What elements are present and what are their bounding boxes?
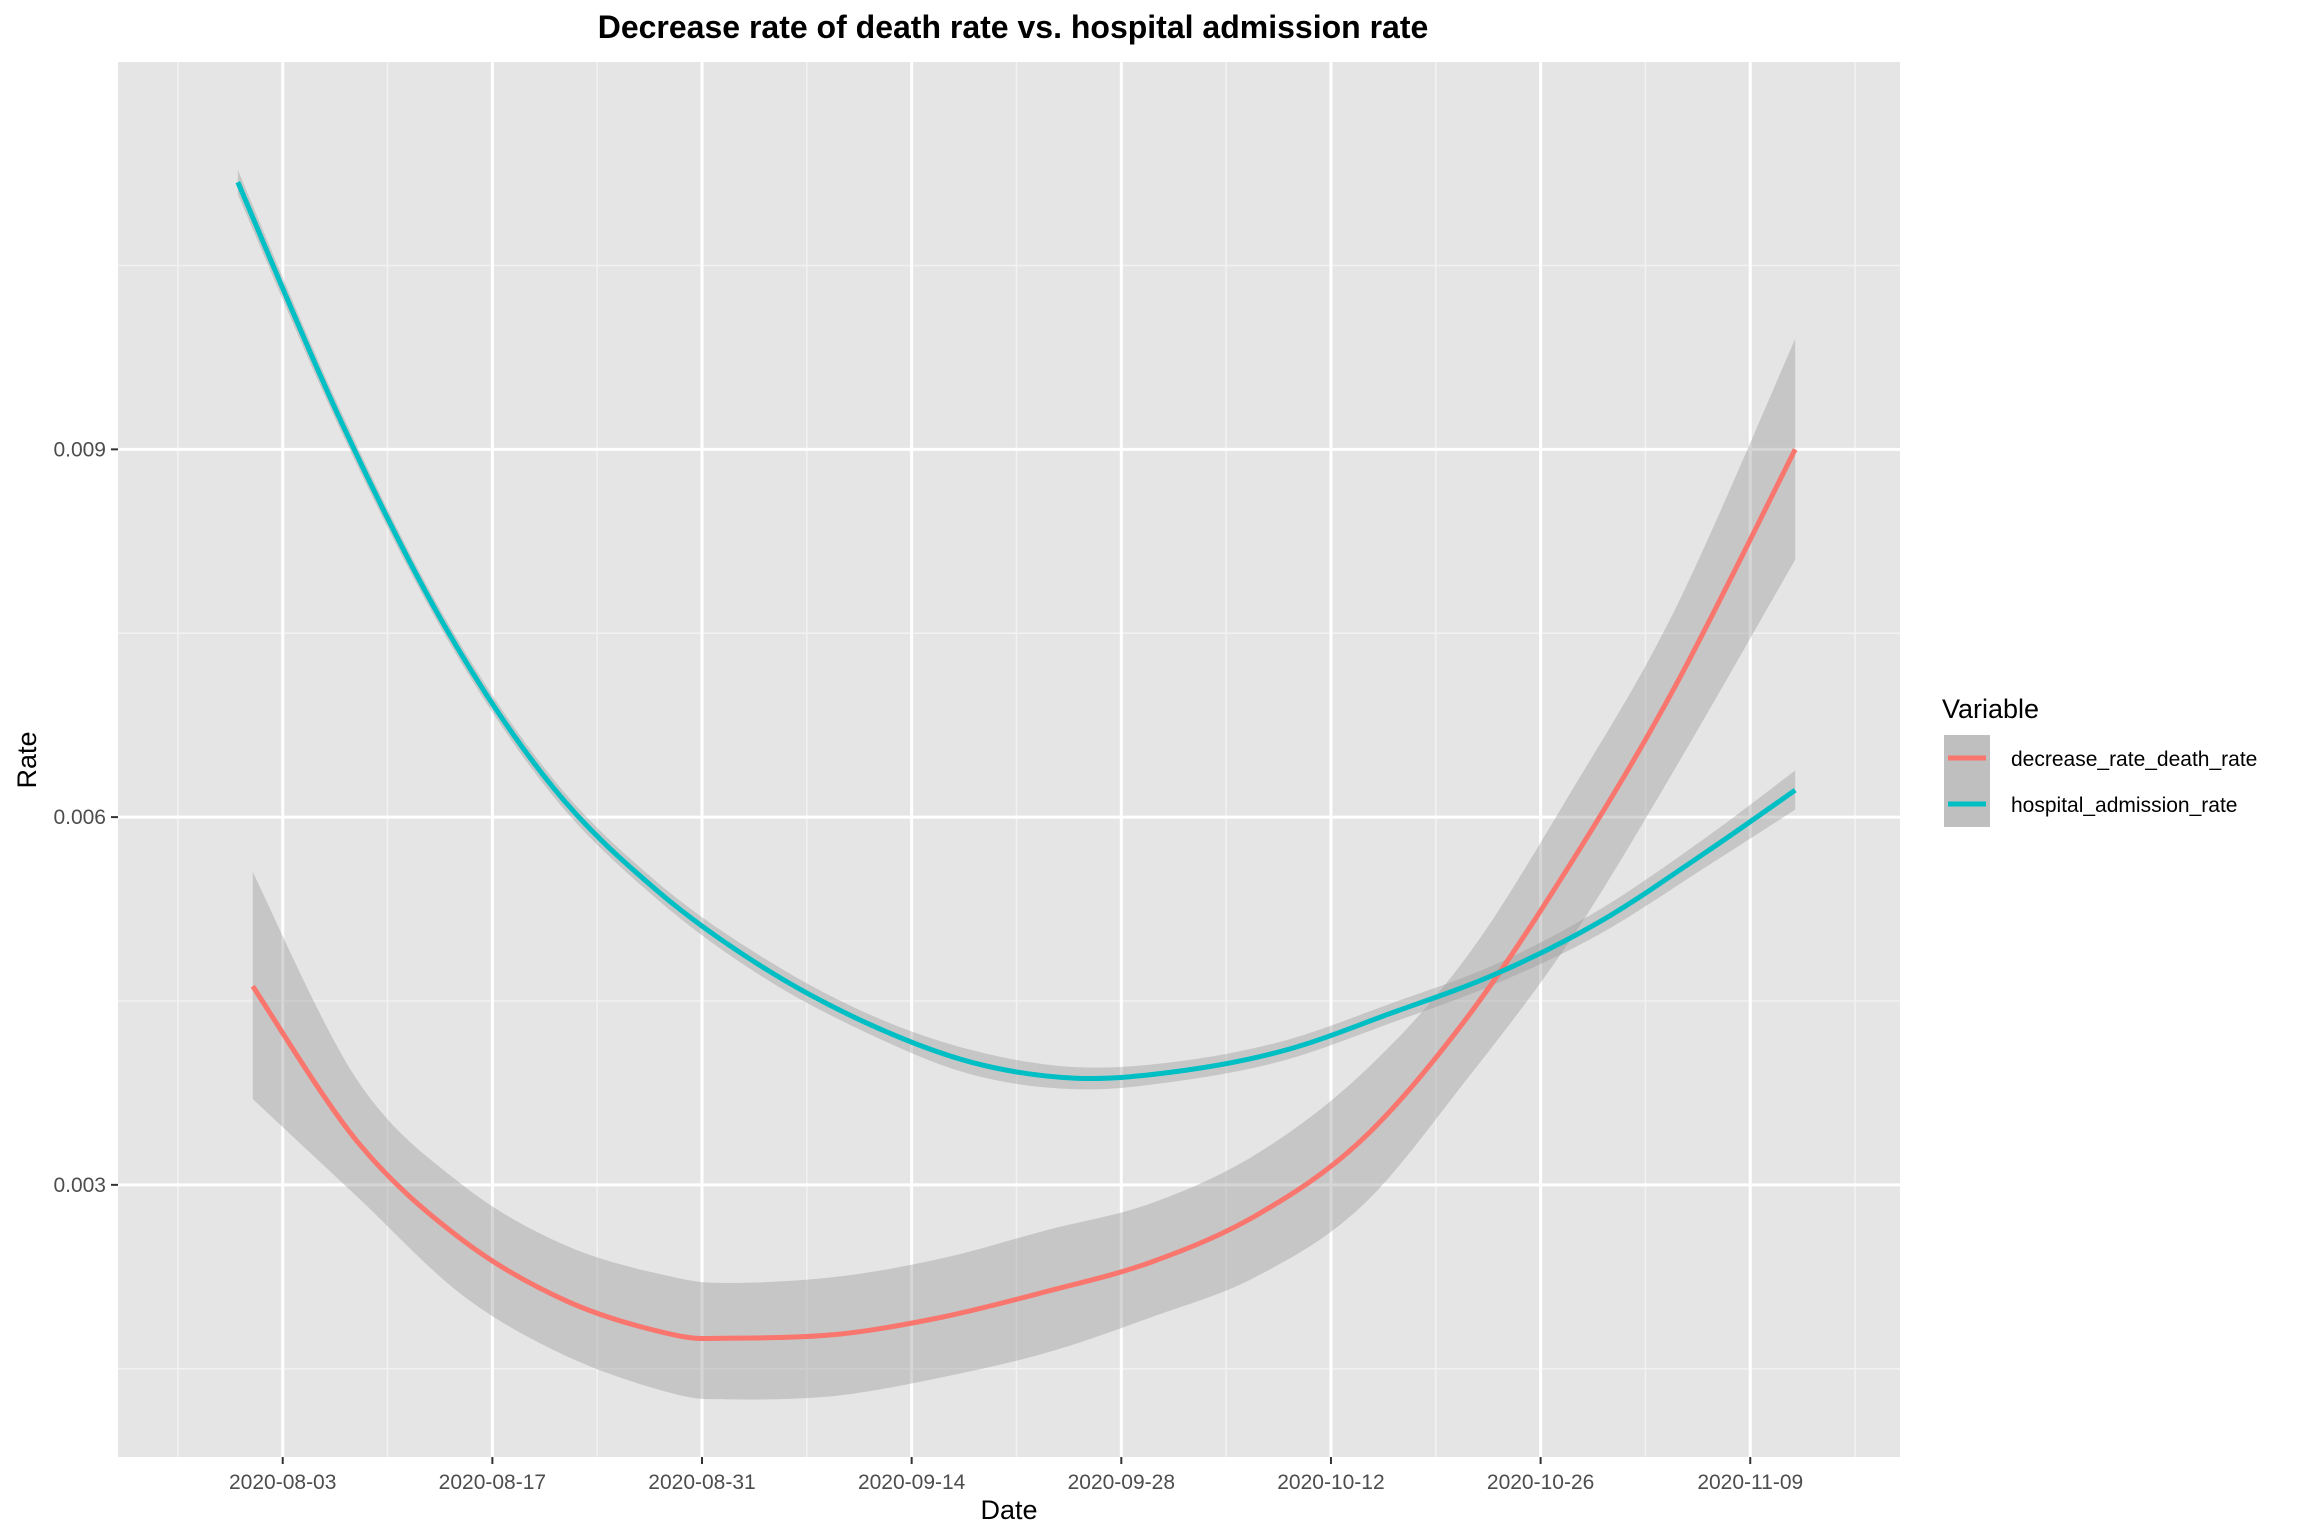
x-tick-label-7: 2020-11-09 [1697, 1471, 1803, 1494]
x-tick-label-1: 2020-08-17 [439, 1471, 546, 1494]
x-tick-label-3: 2020-09-14 [858, 1471, 966, 1494]
confidence-ribbons [237, 169, 1796, 1400]
line-hospital_admission_rate [235, 181, 1797, 1081]
y-tick-label-0: 0.003 [53, 1174, 106, 1197]
x-tick-label-6: 2020-10-26 [1487, 1471, 1594, 1494]
legend: Variable decrease_rate_death_rate hospit… [1942, 694, 2257, 827]
x-tick-label-0: 2020-08-03 [229, 1471, 336, 1494]
legend-label-hospital-admission-rate: hospital_admission_rate [2011, 794, 2237, 817]
chart-title: Decrease rate of death rate vs. hospital… [598, 9, 1429, 45]
x-axis-title: Date [980, 1495, 1037, 1525]
x-axis: 2020-08-03 2020-08-17 2020-08-31 2020-09-14… [229, 1457, 1803, 1494]
plot-panel [118, 62, 1900, 1457]
y-axis-title: Rate [12, 731, 42, 788]
legend-title: Variable [1942, 694, 2039, 724]
x-tick-label-4: 2020-09-28 [1068, 1471, 1175, 1494]
grid-minor [118, 62, 1900, 1457]
ribbon-hospital_admission_rate [237, 169, 1796, 1090]
x-tick-label-2: 2020-08-31 [648, 1471, 755, 1494]
y-tick-label-1: 0.006 [53, 806, 106, 829]
ribbon-decrease_rate_death_rate [252, 339, 1796, 1400]
grid-major [118, 62, 1900, 1457]
line-decrease_rate_death_rate [250, 448, 1798, 1342]
series-lines [235, 181, 1798, 1342]
y-tick-label-2: 0.009 [53, 438, 106, 461]
legend-key-background [1944, 735, 1990, 827]
legend-label-decrease-rate-death-rate: decrease_rate_death_rate [2011, 748, 2257, 771]
x-tick-label-5: 2020-10-12 [1277, 1471, 1384, 1494]
y-axis: 0.003 0.006 0.009 [53, 438, 118, 1197]
